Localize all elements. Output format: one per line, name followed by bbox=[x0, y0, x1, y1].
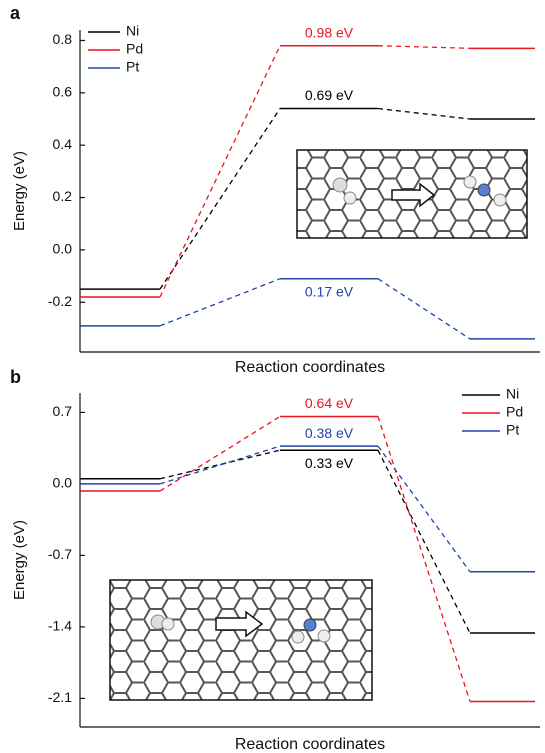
connector bbox=[377, 416, 471, 702]
legend-label: Pd bbox=[126, 41, 143, 57]
y-tick-label: 0.4 bbox=[53, 136, 73, 152]
x-axis-label: Reaction coordinates bbox=[235, 359, 385, 376]
connector bbox=[377, 45, 471, 49]
barrier-label: 0.69 eV bbox=[305, 87, 354, 103]
legend-label: Pd bbox=[506, 404, 523, 420]
y-tick-label: 0.6 bbox=[53, 84, 73, 100]
legend-label: Pt bbox=[126, 59, 139, 75]
y-tick-label: 0.8 bbox=[53, 31, 73, 47]
y-tick-label: 0.0 bbox=[53, 241, 73, 257]
x-axis-label: Reaction coordinates bbox=[235, 736, 385, 753]
y-tick-label: -2.1 bbox=[48, 689, 72, 705]
barrier-label: 0.33 eV bbox=[305, 455, 354, 471]
barrier-label: 0.38 eV bbox=[305, 425, 354, 441]
panel-label: a bbox=[10, 3, 21, 23]
connector bbox=[159, 449, 281, 480]
y-tick-label: 0.0 bbox=[53, 475, 73, 491]
connector bbox=[159, 278, 281, 327]
y-tick-label: 0.7 bbox=[53, 403, 73, 419]
legend-label: Ni bbox=[126, 23, 139, 39]
connector bbox=[159, 108, 281, 290]
connector bbox=[377, 449, 471, 634]
y-axis-label: Energy (eV) bbox=[11, 520, 28, 600]
connector bbox=[377, 445, 471, 573]
y-tick-label: -1.4 bbox=[48, 618, 72, 634]
barrier-label: 0.64 eV bbox=[305, 395, 354, 411]
inset-structure bbox=[296, 149, 528, 239]
legend-label: Pt bbox=[506, 422, 519, 438]
barrier-label: 0.17 eV bbox=[305, 283, 354, 299]
connector bbox=[159, 415, 281, 492]
connector bbox=[377, 107, 471, 120]
legend-label: Ni bbox=[506, 386, 519, 402]
inset-structure bbox=[109, 579, 373, 701]
connector bbox=[159, 45, 281, 298]
y-tick-label: -0.7 bbox=[48, 546, 72, 562]
barrier-label: 0.98 eV bbox=[305, 24, 354, 40]
y-tick-label: 0.2 bbox=[53, 188, 73, 204]
y-axis-label: Energy (eV) bbox=[11, 151, 28, 231]
y-tick-label: -0.2 bbox=[48, 293, 72, 309]
connector bbox=[159, 445, 281, 485]
connector bbox=[377, 278, 471, 340]
panel-label: b bbox=[10, 367, 21, 387]
